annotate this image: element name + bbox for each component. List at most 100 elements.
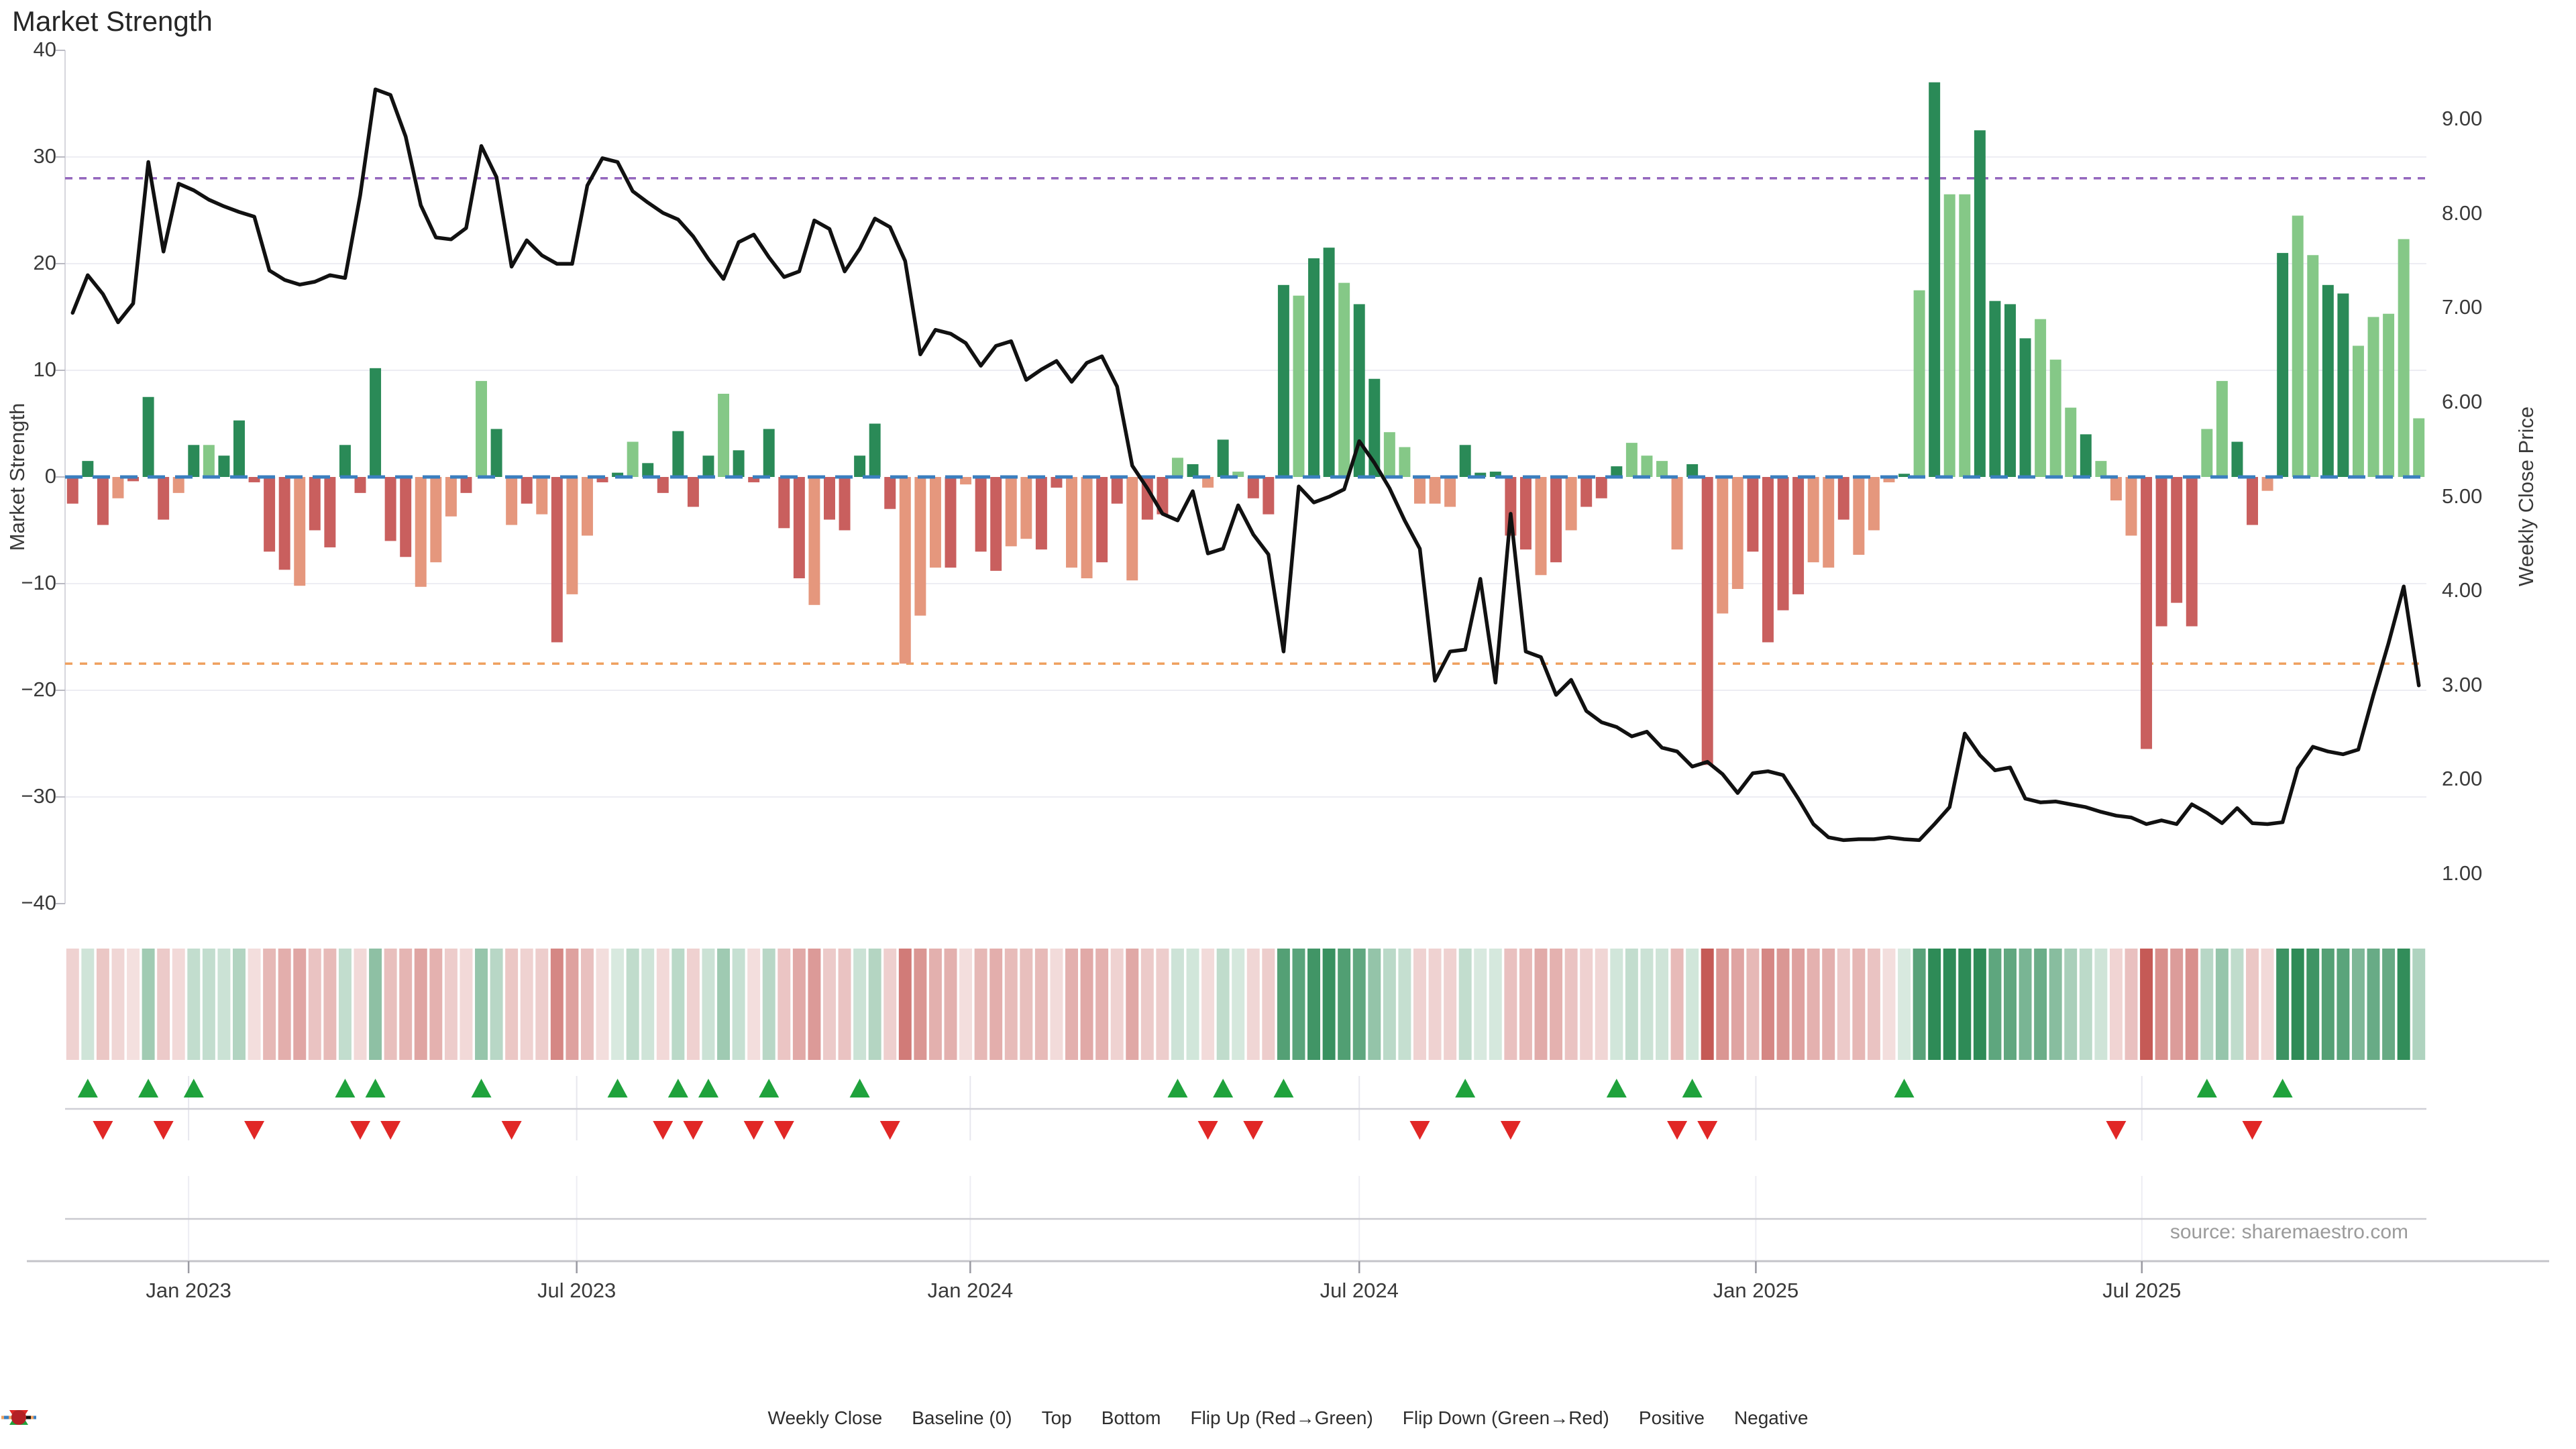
heatmap-cell [1444, 949, 1457, 1060]
heatmap-cell [2231, 949, 2244, 1060]
strength-bar [945, 477, 957, 568]
flip-marker-panel [65, 1076, 2426, 1260]
strength-bar [1368, 378, 1381, 477]
heatmap-cell [399, 949, 413, 1060]
heatmap-cell [1943, 949, 1956, 1060]
heatmap-cell [1882, 949, 1896, 1060]
strength-bar [127, 477, 140, 482]
strength-bar [1747, 477, 1759, 552]
heatmap-cell [1156, 949, 1169, 1060]
strength-bar [1126, 477, 1138, 581]
heatmap-cell [1034, 949, 1048, 1060]
heatmap-cell [354, 949, 367, 1060]
strength-bar [521, 477, 533, 504]
strength-bar [2261, 477, 2273, 491]
heatmap-cell [96, 949, 109, 1060]
strength-bar [702, 455, 714, 477]
bottom-axis [27, 1218, 2549, 1273]
heatmap-cell [656, 949, 669, 1060]
flip-down-marker [153, 1121, 174, 1140]
heatmap-cell [2049, 949, 2062, 1060]
heatmap-cell [1413, 949, 1426, 1060]
strength-bars [66, 82, 2425, 765]
heatmap-cell [2321, 949, 2334, 1060]
strength-bar [1383, 432, 1395, 477]
left-tick-label: 40 [33, 38, 56, 61]
strength-bar [990, 477, 1002, 571]
flip-down-marker [1197, 1121, 1218, 1140]
heatmap-cell [2367, 949, 2380, 1060]
strength-bar [1263, 477, 1275, 515]
strength-bar [188, 445, 200, 477]
heatmap-cell [928, 949, 942, 1060]
heatmap-cell [1201, 949, 1215, 1060]
heatmap-cell [505, 949, 519, 1060]
heatmap-cell [2019, 949, 2032, 1060]
heatmap-cell [1186, 949, 1199, 1060]
flip-down-marker [2242, 1121, 2263, 1140]
strength-bar [1459, 445, 1471, 477]
heatmap-cell [1837, 949, 1850, 1060]
right-tick-label: 9.00 [2442, 107, 2483, 131]
heatmap-cell [792, 949, 806, 1060]
strength-bar [2247, 477, 2258, 525]
legend-label: Flip Up (Red→Green) [1190, 1407, 1373, 1428]
heatmap-cell [66, 949, 79, 1060]
heatmap-cell [1670, 949, 1684, 1060]
strength-bar [1686, 464, 1699, 477]
strength-bar [2171, 477, 2183, 603]
heatmap-cell [611, 949, 625, 1060]
heatmap-cell [308, 949, 321, 1060]
flip-up-marker [138, 1079, 159, 1097]
heatmap-cell [2125, 949, 2138, 1060]
strength-bar [687, 477, 699, 507]
legend-item: Flip Up (Red→Green) [9, 1407, 1373, 1429]
strength-bar [839, 477, 851, 531]
strength-bar [233, 420, 245, 477]
x-tick-label: Jul 2023 [537, 1279, 616, 1302]
flip-up-marker [759, 1079, 780, 1097]
heatmap-cell [1080, 949, 1093, 1060]
strength-bar [1898, 474, 1911, 477]
heatmap-cell [808, 949, 821, 1060]
heatmap-cell [81, 949, 95, 1060]
strength-bar [1066, 477, 1077, 568]
heatmap-cell [717, 949, 731, 1060]
strength-bar [1111, 477, 1123, 504]
heatmap-cell [278, 949, 291, 1060]
heatmap-cell [1686, 949, 1699, 1060]
heatmap-cell [263, 949, 276, 1060]
flip-up-marker [698, 1079, 718, 1097]
heatmap-cell [444, 949, 458, 1060]
strength-bar [1611, 466, 1623, 477]
strength-bar [1580, 477, 1593, 507]
flip-up-marker [607, 1079, 628, 1097]
heatmap-cell [974, 949, 987, 1060]
strength-bar [1474, 472, 1487, 477]
strength-bar [1020, 477, 1032, 539]
heatmap-cell [2094, 949, 2108, 1060]
strength-bar [2398, 239, 2410, 477]
heatmap-cell [2351, 949, 2365, 1060]
left-tick-label: 20 [33, 251, 56, 274]
strength-bar [1807, 477, 1819, 563]
strength-bar [581, 477, 593, 536]
heatmap-cell [1474, 949, 1487, 1060]
strength-bar [1429, 477, 1441, 504]
heatmap-cell [2261, 949, 2274, 1060]
flip-up-marker [1273, 1079, 1294, 1097]
heatmap-cell [217, 949, 231, 1060]
weekly-close-line [70, 87, 2421, 843]
heatmap-cell [1292, 949, 1305, 1060]
heatmap-cell [1656, 949, 1668, 1060]
strength-bar [642, 463, 654, 477]
heatmap-cell [1338, 949, 1351, 1060]
heatmap-cell [959, 949, 973, 1060]
heatmap-cell [1580, 949, 1593, 1060]
strength-bar [1883, 477, 1895, 482]
gridlines [65, 156, 2426, 798]
heatmap-cell [1807, 949, 1820, 1060]
right-tick-label: 4.00 [2442, 578, 2483, 602]
flip-up-marker [2196, 1079, 2217, 1097]
